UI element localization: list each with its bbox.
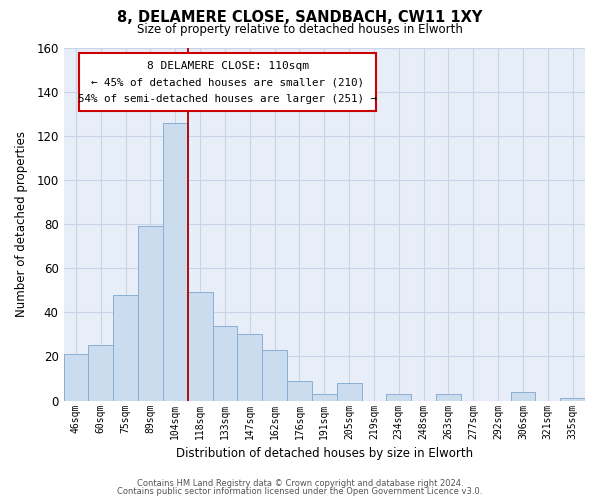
Bar (238, 334, 262, 400)
Bar (312, 394, 337, 400)
Y-axis label: Number of detached properties: Number of detached properties (15, 131, 28, 317)
Text: Contains HM Land Registry data © Crown copyright and database right 2024.: Contains HM Land Registry data © Crown c… (137, 478, 463, 488)
Text: ← 45% of detached houses are smaller (210): ← 45% of detached houses are smaller (21… (91, 77, 364, 87)
Bar (511, 392, 535, 400)
Text: 8 DELAMERE CLOSE: 110sqm: 8 DELAMERE CLOSE: 110sqm (147, 60, 309, 70)
Bar (386, 394, 411, 400)
Text: 8, DELAMERE CLOSE, SANDBACH, CW11 1XY: 8, DELAMERE CLOSE, SANDBACH, CW11 1XY (118, 10, 482, 25)
Bar (64, 354, 88, 401)
Bar (113, 294, 138, 401)
Text: Contains public sector information licensed under the Open Government Licence v3: Contains public sector information licen… (118, 487, 482, 496)
Bar (262, 350, 287, 401)
Bar (163, 122, 188, 400)
Bar (436, 394, 461, 400)
FancyBboxPatch shape (79, 53, 376, 111)
Bar (88, 346, 113, 401)
Bar (337, 383, 362, 400)
Bar (287, 381, 312, 400)
Bar (188, 292, 212, 401)
X-axis label: Distribution of detached houses by size in Elworth: Distribution of detached houses by size … (176, 447, 473, 460)
Text: 54% of semi-detached houses are larger (251) →: 54% of semi-detached houses are larger (… (79, 94, 377, 104)
Bar (560, 398, 585, 400)
Bar (212, 326, 238, 400)
Text: Size of property relative to detached houses in Elworth: Size of property relative to detached ho… (137, 22, 463, 36)
Bar (138, 226, 163, 400)
